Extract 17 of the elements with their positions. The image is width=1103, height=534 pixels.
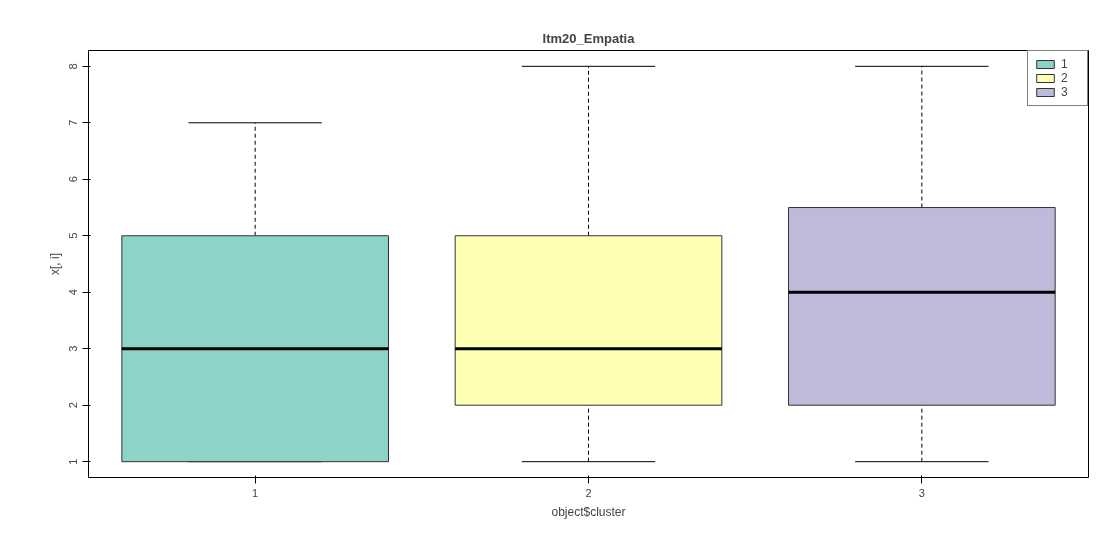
y-tick-label: 8 xyxy=(67,63,80,70)
legend-label: 3 xyxy=(1061,85,1069,99)
y-tick-label: 3 xyxy=(67,345,80,352)
y-tick-label: 7 xyxy=(67,119,80,126)
y-tick-label: 5 xyxy=(67,232,80,239)
legend-label: 1 xyxy=(1061,57,1069,71)
y-tick-label: 1 xyxy=(67,458,80,465)
y-tick-label: 2 xyxy=(67,402,80,409)
x-tick-label: 1 xyxy=(252,486,259,499)
x-tick-label: 2 xyxy=(585,486,592,499)
y-tick-label: 6 xyxy=(67,176,80,183)
y-tick-label: 4 xyxy=(67,289,80,296)
x-axis-title: object$cluster xyxy=(551,504,626,519)
y-axis-title: x[, i] xyxy=(47,252,62,275)
legend-label: 2 xyxy=(1061,71,1069,85)
x-tick-label: 3 xyxy=(918,486,925,499)
chart-title: Itm20_Empatia xyxy=(542,30,636,46)
